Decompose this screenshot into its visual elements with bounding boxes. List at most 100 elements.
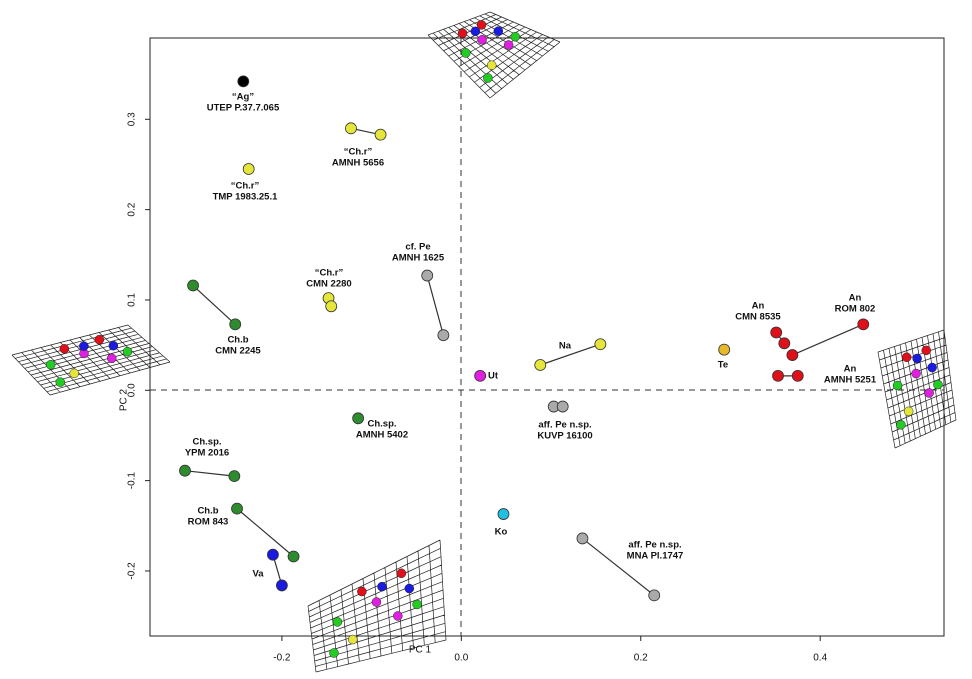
landmark	[45, 360, 56, 370]
point	[772, 369, 784, 382]
landmark	[94, 334, 105, 345]
point-label: cf. Pe	[405, 242, 430, 253]
point-label: Ch.b	[227, 335, 248, 346]
grid-lines	[427, 11, 561, 99]
connector	[582, 537, 655, 596]
landmark	[911, 368, 921, 379]
point	[229, 318, 242, 331]
point-label: Ut	[488, 371, 499, 382]
point-label: AMNH 1625	[392, 253, 445, 264]
x-tick-label: 0.4	[813, 653, 827, 664]
point	[786, 349, 799, 361]
point-label: “Ch.r”	[315, 268, 344, 279]
point	[556, 400, 569, 413]
landmark	[55, 377, 66, 387]
landmark	[404, 583, 415, 594]
point	[648, 589, 661, 602]
landmark	[461, 48, 471, 58]
y-tick-label: 0.2	[127, 202, 138, 216]
landmark	[903, 406, 914, 417]
landmark	[393, 611, 403, 621]
point-label: ROM 802	[835, 304, 876, 315]
point-label: An	[844, 364, 857, 375]
y-tick-label: 0.3	[127, 112, 138, 126]
landmark	[477, 35, 487, 45]
landmark	[901, 352, 912, 362]
grid-lines	[307, 539, 447, 673]
landmark	[412, 599, 422, 610]
x-axis-label: PC 1	[409, 645, 432, 656]
landmark	[476, 20, 487, 30]
connector	[236, 508, 294, 557]
point-label: Te	[718, 360, 728, 371]
landmark	[470, 26, 481, 37]
landmark	[912, 353, 922, 364]
point	[231, 502, 243, 515]
point	[345, 122, 357, 135]
landmark	[927, 362, 937, 373]
deformation-grid	[877, 329, 957, 449]
landmark	[59, 344, 70, 354]
connector	[426, 275, 444, 336]
landmark	[377, 581, 387, 592]
point	[497, 508, 510, 520]
y-tick-label: 0.0	[127, 383, 138, 397]
point-label: “Ag”	[232, 92, 254, 103]
landmark	[122, 346, 133, 357]
landmark	[493, 26, 504, 36]
point-label: AMNH 5656	[332, 158, 384, 169]
grid-lines	[11, 324, 171, 396]
landmark	[896, 420, 906, 430]
point	[576, 532, 589, 545]
point	[179, 464, 191, 477]
point	[267, 548, 279, 561]
point-label: Ch.b	[197, 506, 218, 517]
point-label: An	[849, 293, 862, 304]
y-tick-label: 0.1	[127, 293, 138, 307]
plot-frame	[149, 37, 945, 637]
point-label: Va	[252, 569, 264, 580]
landmark	[892, 380, 903, 391]
point	[352, 412, 365, 425]
point	[770, 326, 783, 339]
landmark	[69, 368, 79, 379]
connector	[540, 343, 601, 366]
point-label: AMNH 5251	[824, 375, 877, 386]
point	[778, 337, 791, 350]
point	[437, 329, 450, 342]
point-label: Na	[559, 341, 572, 352]
point	[374, 128, 387, 141]
landmark	[924, 388, 934, 398]
point-label: YPM 2016	[185, 448, 229, 459]
landmark	[79, 341, 89, 351]
connector	[792, 323, 864, 356]
landmark	[357, 586, 367, 597]
landmark	[921, 345, 931, 356]
point-label: MNA Pl.1747	[627, 551, 684, 562]
point-label: KUVP 16100	[537, 431, 592, 442]
landmark	[483, 73, 493, 83]
landmark	[457, 28, 468, 39]
point-label: Ko	[495, 527, 508, 538]
point-label: UTEP P.37.7.065	[207, 103, 280, 114]
landmark	[348, 634, 358, 645]
point-label: aff. Pe n.sp.	[628, 540, 681, 551]
connector	[184, 470, 235, 477]
connector	[192, 285, 236, 325]
deformation-grid	[11, 324, 171, 396]
landmark	[933, 379, 943, 390]
landmark	[332, 617, 343, 627]
point-label: CMN 8535	[735, 312, 781, 323]
landmark	[503, 40, 514, 50]
point-label: “Ch.r”	[231, 181, 260, 192]
point	[421, 269, 434, 282]
point	[187, 279, 199, 292]
point-label: “Ch.r”	[344, 147, 373, 158]
point-label: Ch.sp.	[367, 419, 396, 430]
deformation-grid	[307, 539, 447, 673]
landmark	[371, 597, 382, 607]
point	[287, 550, 300, 563]
point	[474, 369, 487, 382]
